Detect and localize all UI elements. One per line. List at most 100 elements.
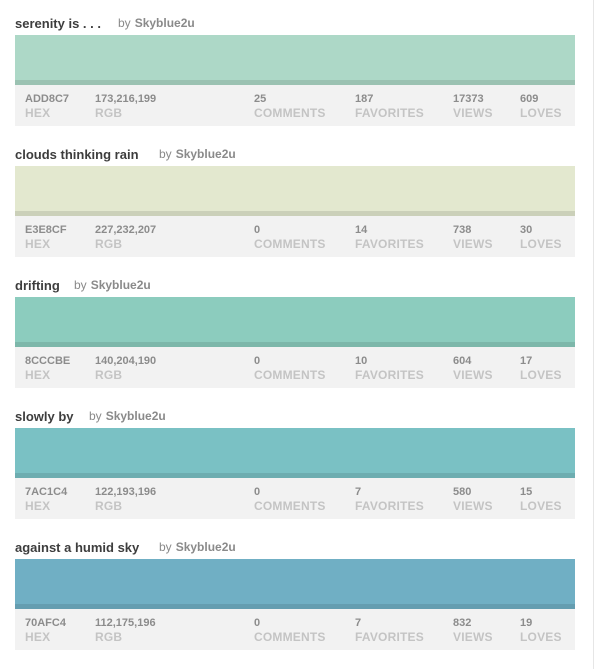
color-title-row: clouds thinking rain by Skyblue2u bbox=[15, 131, 575, 162]
loves-stat[interactable]: 19 LOVES bbox=[520, 617, 562, 644]
stats-bar: 70AFC4 HEX 112,175,196 RGB 0 COMMENTS 7 … bbox=[15, 609, 575, 650]
comments-label: COMMENTS bbox=[254, 237, 326, 251]
color-title-link[interactable]: serenity is . . . bbox=[15, 16, 101, 31]
comments-label: COMMENTS bbox=[254, 630, 326, 644]
rgb-label: RGB bbox=[95, 499, 123, 513]
color-swatch[interactable] bbox=[15, 297, 575, 347]
hex-label: HEX bbox=[25, 630, 51, 644]
comments-label: COMMENTS bbox=[254, 499, 326, 513]
loves-count: 30 bbox=[520, 224, 533, 236]
loves-count: 15 bbox=[520, 486, 533, 498]
stats-bar: ADD8C7 HEX 173,216,199 RGB 25 COMMENTS 1… bbox=[15, 85, 575, 126]
byline: by Skyblue2u bbox=[89, 409, 166, 423]
color-card: serenity is . . . by Skyblue2u ADD8C7 HEX… bbox=[15, 0, 575, 126]
views-stat: 17373 VIEWS bbox=[453, 93, 493, 120]
color-swatch[interactable] bbox=[15, 559, 575, 609]
swatch-shadow bbox=[15, 211, 575, 216]
hex-stat: E3E8CF HEX bbox=[25, 224, 67, 251]
rgb-stat: 140,204,190 RGB bbox=[95, 355, 156, 382]
author-link[interactable]: Skyblue2u bbox=[105, 409, 166, 423]
comments-stat[interactable]: 25 COMMENTS bbox=[254, 93, 326, 120]
color-title-row: serenity is . . . by Skyblue2u bbox=[15, 0, 575, 31]
swatch-shadow bbox=[15, 80, 575, 85]
color-title-link[interactable]: against a humid sky bbox=[15, 540, 140, 555]
favorites-stat[interactable]: 7 FAVORITES bbox=[355, 486, 424, 513]
color-swatch[interactable] bbox=[15, 35, 575, 85]
loves-stat[interactable]: 30 LOVES bbox=[520, 224, 562, 251]
author-link[interactable]: Skyblue2u bbox=[90, 278, 151, 292]
views-count: 17373 bbox=[453, 93, 484, 105]
rgb-label: RGB bbox=[95, 237, 123, 251]
color-title-row: drifting by Skyblue2u bbox=[15, 262, 575, 293]
comments-stat[interactable]: 0 COMMENTS bbox=[254, 486, 326, 513]
author-link[interactable]: Skyblue2u bbox=[175, 540, 236, 554]
rgb-label: RGB bbox=[95, 106, 123, 120]
comments-stat[interactable]: 0 COMMENTS bbox=[254, 355, 326, 382]
loves-stat[interactable]: 609 LOVES bbox=[520, 93, 562, 120]
swatch-shadow bbox=[15, 604, 575, 609]
hex-value: ADD8C7 bbox=[25, 93, 70, 105]
loves-label: LOVES bbox=[520, 237, 562, 251]
comments-label: COMMENTS bbox=[254, 368, 326, 382]
loves-label: LOVES bbox=[520, 106, 562, 120]
hex-stat: 70AFC4 HEX bbox=[25, 617, 66, 644]
comments-stat[interactable]: 0 COMMENTS bbox=[254, 224, 326, 251]
rgb-stat: 173,216,199 RGB bbox=[95, 93, 156, 120]
byline: by Skyblue2u bbox=[159, 540, 236, 554]
stats-bar: 8CCCBE HEX 140,204,190 RGB 0 COMMENTS 10… bbox=[15, 347, 575, 388]
hex-label: HEX bbox=[25, 368, 51, 382]
color-card: clouds thinking rain by Skyblue2u E3E8CF … bbox=[15, 131, 575, 257]
color-title-link[interactable]: clouds thinking rain bbox=[15, 147, 139, 162]
author-link[interactable]: Skyblue2u bbox=[175, 147, 236, 161]
views-count: 604 bbox=[453, 355, 472, 367]
by-label: by bbox=[89, 409, 102, 423]
comments-count: 0 bbox=[254, 355, 261, 367]
color-swatch[interactable] bbox=[15, 428, 575, 478]
views-stat: 738 VIEWS bbox=[453, 224, 493, 251]
color-title-row: slowly by by Skyblue2u bbox=[15, 393, 575, 424]
rgb-value: 112,175,196 bbox=[95, 617, 156, 629]
loves-stat[interactable]: 17 LOVES bbox=[520, 355, 562, 382]
comments-stat[interactable]: 0 COMMENTS bbox=[254, 617, 326, 644]
stats-bar: E3E8CF HEX 227,232,207 RGB 0 COMMENTS 14… bbox=[15, 216, 575, 257]
rgb-label: RGB bbox=[95, 368, 123, 382]
favorites-stat[interactable]: 187 FAVORITES bbox=[355, 93, 424, 120]
favorites-stat[interactable]: 10 FAVORITES bbox=[355, 355, 424, 382]
rgb-value: 140,204,190 bbox=[95, 355, 157, 367]
favorites-stat[interactable]: 14 FAVORITES bbox=[355, 224, 424, 251]
author-link[interactable]: Skyblue2u bbox=[134, 16, 195, 30]
hex-label: HEX bbox=[25, 499, 51, 513]
rgb-stat: 227,232,207 RGB bbox=[95, 224, 156, 251]
favorites-count: 7 bbox=[355, 617, 362, 629]
color-title-link[interactable]: drifting bbox=[15, 278, 60, 293]
favorites-label: FAVORITES bbox=[355, 106, 424, 120]
by-label: by bbox=[159, 540, 172, 554]
favorites-label: FAVORITES bbox=[355, 237, 424, 251]
rgb-value: 227,232,207 bbox=[95, 224, 157, 236]
loves-label: LOVES bbox=[520, 499, 562, 513]
favorites-stat[interactable]: 7 FAVORITES bbox=[355, 617, 424, 644]
views-count: 832 bbox=[453, 617, 472, 629]
color-title-link[interactable]: slowly by bbox=[15, 409, 74, 424]
right-divider bbox=[593, 0, 594, 669]
views-label: VIEWS bbox=[453, 368, 493, 382]
hex-value: 70AFC4 bbox=[25, 617, 66, 629]
color-swatch[interactable] bbox=[15, 166, 575, 216]
by-label: by bbox=[74, 278, 87, 292]
hex-value: 7AC1C4 bbox=[25, 486, 68, 498]
favorites-label: FAVORITES bbox=[355, 499, 424, 513]
hex-value: E3E8CF bbox=[25, 224, 67, 236]
views-label: VIEWS bbox=[453, 630, 493, 644]
hex-stat: 7AC1C4 HEX bbox=[25, 486, 67, 513]
color-title-row: against a humid sky by Skyblue2u bbox=[15, 524, 575, 555]
loves-count: 17 bbox=[520, 355, 533, 367]
views-count: 580 bbox=[453, 486, 472, 498]
rgb-label: RGB bbox=[95, 630, 123, 644]
rgb-value: 173,216,199 bbox=[95, 93, 157, 105]
comments-count: 0 bbox=[254, 224, 261, 236]
favorites-count: 187 bbox=[355, 93, 374, 105]
swatch-shadow bbox=[15, 342, 575, 347]
loves-stat[interactable]: 15 LOVES bbox=[520, 486, 562, 513]
views-stat: 580 VIEWS bbox=[453, 486, 493, 513]
views-label: VIEWS bbox=[453, 237, 493, 251]
